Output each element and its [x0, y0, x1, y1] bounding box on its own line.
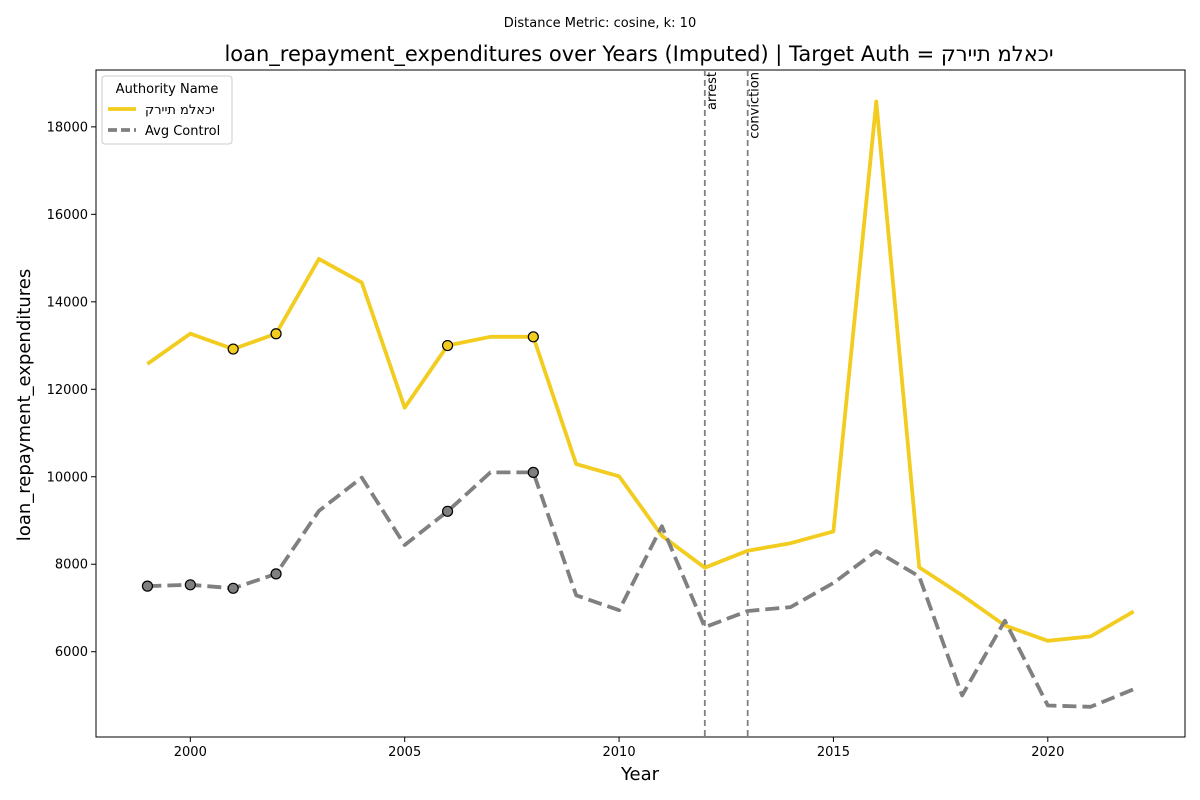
- y-tick-label: 18000: [47, 120, 88, 135]
- imputed-point: [141, 580, 154, 592]
- imputed-point: [270, 328, 282, 340]
- y-tick-label: 6000: [55, 645, 88, 660]
- x-axis-label: Year: [620, 764, 660, 785]
- legend-label-0: יכאלמ תיירק: [145, 103, 215, 118]
- y-tick-label: 12000: [47, 383, 88, 398]
- axes-frame: [95, 69, 1186, 738]
- x-tick-label: 2010: [603, 745, 636, 760]
- imputed-point: [227, 582, 239, 594]
- imputed-point: [441, 339, 454, 352]
- imputed-point: [184, 579, 196, 591]
- series-line-0: [146, 99, 1135, 643]
- x-tick-label: 2005: [388, 745, 421, 760]
- imputed-point: [270, 568, 282, 580]
- legend-label-1: Avg Control: [145, 124, 220, 139]
- x-tick-label: 2020: [1031, 745, 1064, 760]
- x-tick-label: 2015: [817, 745, 850, 760]
- y-axis-label: loan_repayment_expenditures: [14, 269, 35, 541]
- y-tick-label: 8000: [55, 558, 88, 573]
- event-label-conviction: conviction: [748, 72, 763, 139]
- chart-suptitle: Distance Metric: cosine, k: 10: [504, 16, 696, 31]
- imputed-point: [441, 505, 454, 517]
- imputed-point: [227, 343, 239, 355]
- y-tick-label: 10000: [47, 470, 88, 485]
- plot-area: 2000 2005 2010 2015 2020 6000 8000 10000 12000 14…: [47, 69, 1186, 760]
- event-label-arrest: arrest: [705, 72, 720, 110]
- legend: Authority Name יכאלמ תיירק Avg Control: [101, 75, 233, 145]
- legend-box: [101, 75, 233, 145]
- chart-title: loan_repayment_expenditures over Years (…: [224, 42, 1053, 67]
- legend-title: Authority Name: [116, 82, 219, 97]
- y-tick-label: 14000: [47, 295, 88, 310]
- x-tick-label: 2000: [174, 745, 207, 760]
- y-tick-label: 16000: [47, 208, 88, 223]
- imputed-point: [527, 331, 539, 343]
- imputed-point: [527, 466, 539, 478]
